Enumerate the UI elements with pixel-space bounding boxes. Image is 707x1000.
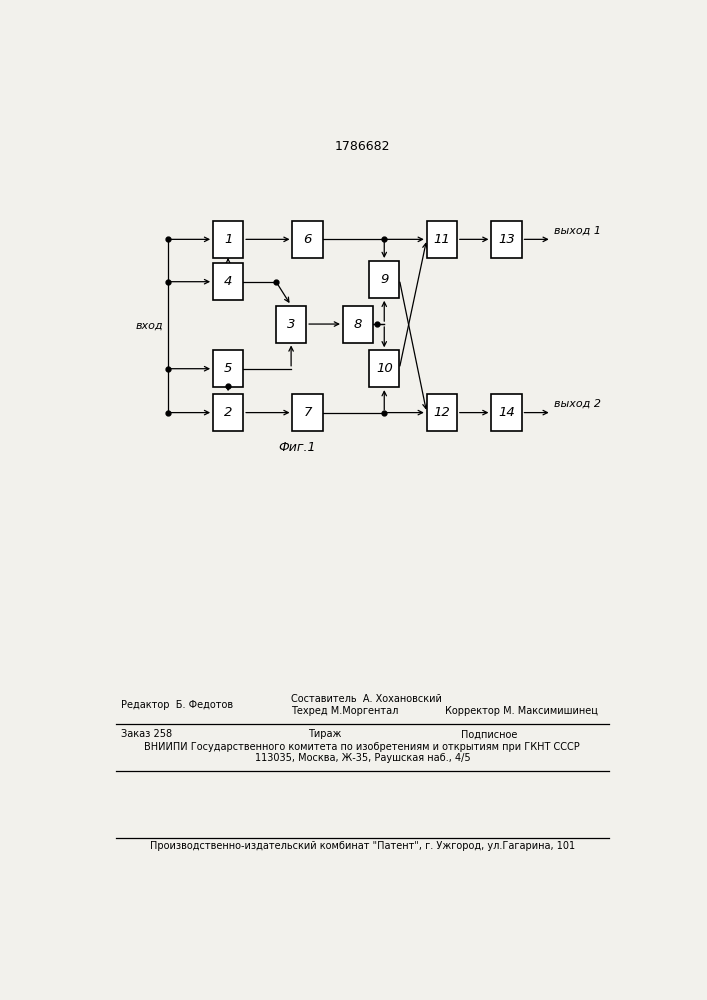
Text: 13: 13 bbox=[498, 233, 515, 246]
Text: вход: вход bbox=[136, 321, 163, 331]
Bar bbox=[293, 394, 322, 431]
Text: 1: 1 bbox=[224, 233, 233, 246]
Text: выход 1: выход 1 bbox=[554, 226, 601, 235]
Bar bbox=[369, 261, 399, 298]
Text: 2: 2 bbox=[224, 406, 233, 419]
Text: 6: 6 bbox=[303, 233, 312, 246]
Text: 8: 8 bbox=[354, 318, 362, 331]
Bar bbox=[293, 221, 322, 258]
Text: 14: 14 bbox=[498, 406, 515, 419]
Text: 113035, Москва, Ж-35, Раушская наб., 4/5: 113035, Москва, Ж-35, Раушская наб., 4/5 bbox=[255, 753, 470, 763]
Bar bbox=[491, 221, 522, 258]
Text: 12: 12 bbox=[433, 406, 450, 419]
Text: Тираж: Тираж bbox=[308, 729, 341, 739]
Bar bbox=[213, 221, 243, 258]
Text: 7: 7 bbox=[303, 406, 312, 419]
Text: 9: 9 bbox=[380, 273, 388, 286]
Text: Редактор  Б. Федотов: Редактор Б. Федотов bbox=[122, 700, 233, 710]
Text: 4: 4 bbox=[224, 275, 233, 288]
Text: 1786682: 1786682 bbox=[334, 140, 390, 153]
Text: Подписное: Подписное bbox=[461, 729, 518, 739]
Text: Производственно-издательский комбинат "Патент", г. Ужгород, ул.Гагарина, 101: Производственно-издательский комбинат "П… bbox=[150, 841, 575, 851]
Bar bbox=[427, 394, 457, 431]
Text: Фиг.1: Фиг.1 bbox=[278, 441, 315, 454]
Bar bbox=[213, 350, 243, 387]
Text: 10: 10 bbox=[376, 362, 392, 375]
Text: Заказ 258: Заказ 258 bbox=[122, 729, 173, 739]
Bar bbox=[491, 394, 522, 431]
Text: Составитель  А. Хохановский: Составитель А. Хохановский bbox=[291, 694, 442, 704]
Text: Техред М.Моргентал: Техред М.Моргентал bbox=[291, 706, 399, 716]
Bar bbox=[343, 306, 373, 343]
Bar bbox=[369, 350, 399, 387]
Bar bbox=[213, 394, 243, 431]
Text: 11: 11 bbox=[433, 233, 450, 246]
Text: 3: 3 bbox=[287, 318, 296, 331]
Bar bbox=[427, 221, 457, 258]
Text: Корректор М. Максимишинец: Корректор М. Максимишинец bbox=[445, 706, 597, 716]
Bar bbox=[213, 263, 243, 300]
Bar bbox=[276, 306, 306, 343]
Text: выход 2: выход 2 bbox=[554, 399, 601, 409]
Text: 5: 5 bbox=[224, 362, 233, 375]
Text: ВНИИПИ Государственного комитета по изобретениям и открытиям при ГКНТ СССР: ВНИИПИ Государственного комитета по изоб… bbox=[144, 742, 580, 752]
